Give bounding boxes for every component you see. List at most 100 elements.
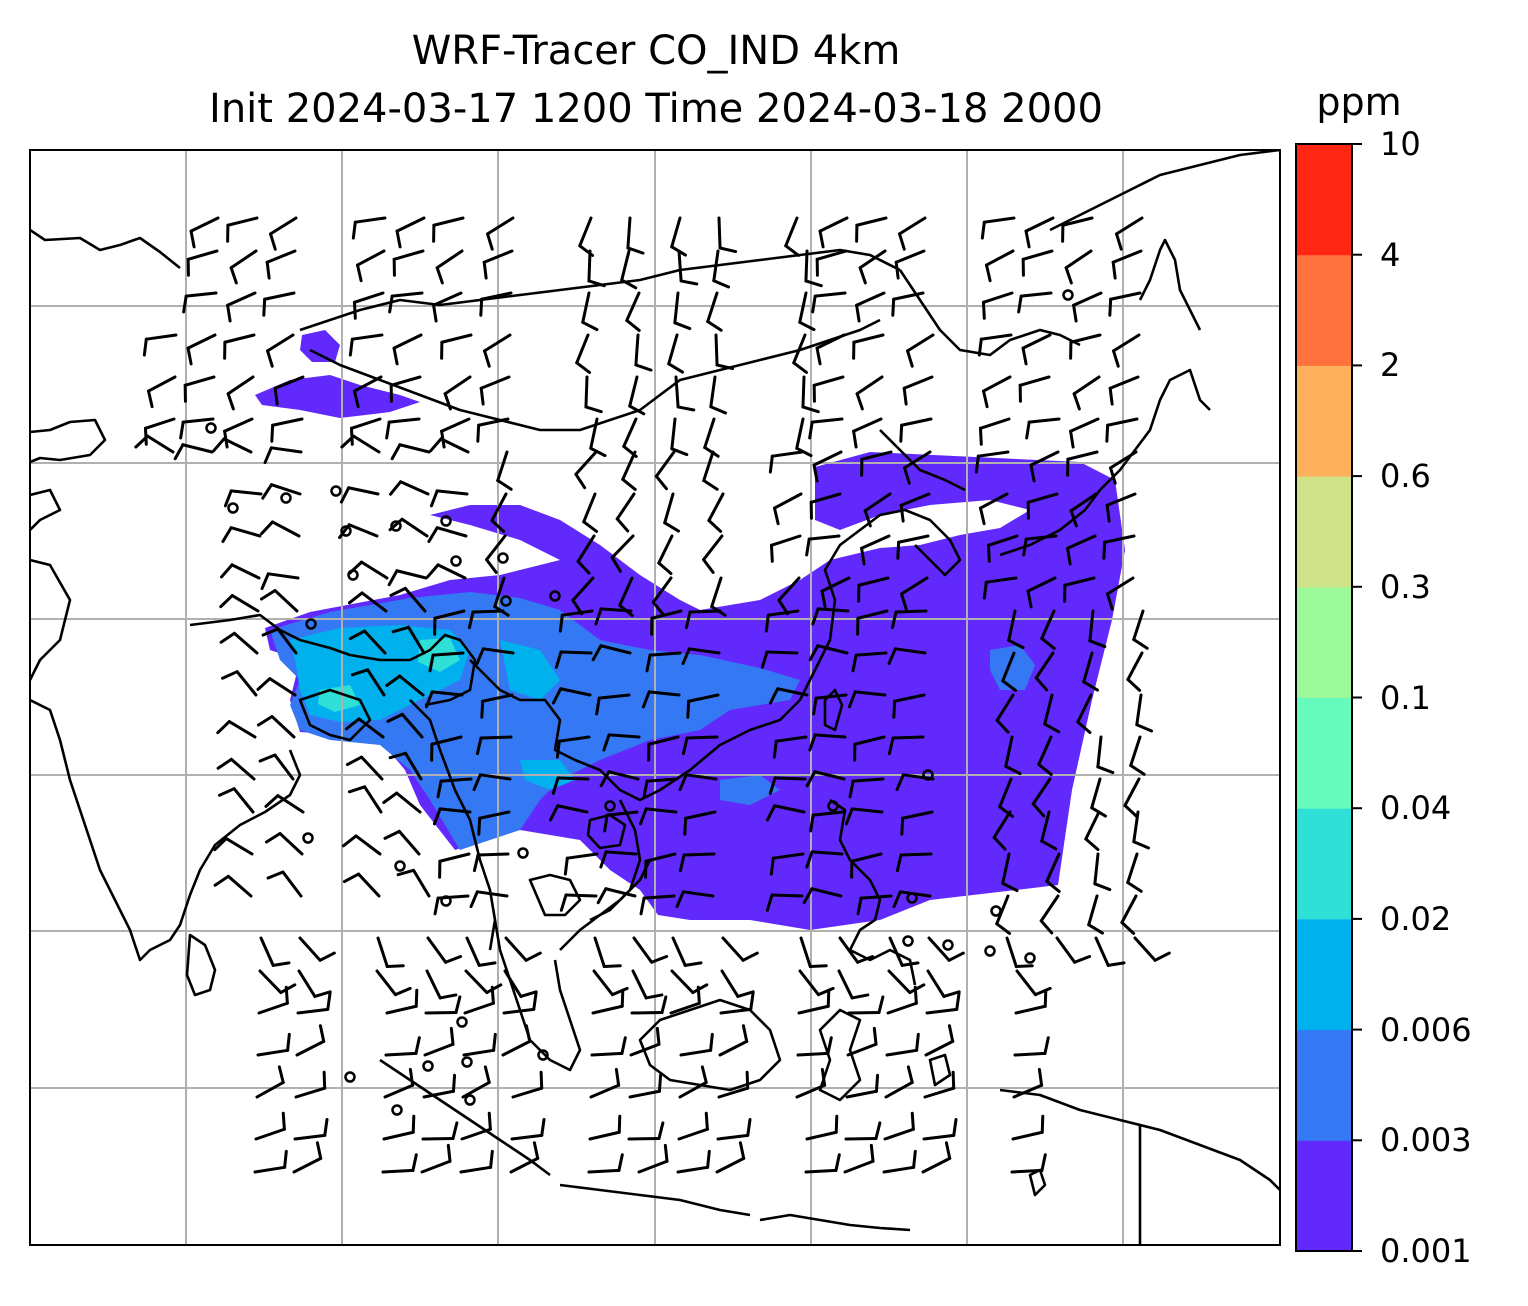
calm-wind-circle	[422, 1060, 434, 1072]
wind-barb	[482, 249, 514, 280]
wind-barb	[847, 995, 885, 1015]
wind-barb	[719, 991, 755, 1015]
wind-barb	[639, 894, 676, 916]
wind-barb	[261, 627, 298, 655]
wind-barb	[765, 804, 806, 822]
wind-barb	[654, 450, 676, 491]
wind-barb	[266, 333, 295, 368]
wind-barb	[852, 417, 883, 449]
wind-barb	[485, 534, 507, 574]
wind-barb	[625, 291, 641, 332]
wind-barb	[768, 687, 809, 705]
wind-barb	[381, 1153, 418, 1174]
wind-barb	[641, 690, 681, 709]
wind-barb	[432, 291, 463, 323]
wind-barb	[797, 988, 831, 1015]
wind-barb	[992, 810, 1012, 851]
wind-barb	[423, 1026, 455, 1057]
wind-barb	[496, 450, 513, 491]
wind-barb	[261, 483, 302, 500]
wind-barb	[1102, 534, 1136, 560]
wind-barb	[385, 417, 421, 440]
calm-wind-circle	[1024, 952, 1036, 964]
wind-barb	[798, 969, 835, 997]
wind-barb	[805, 770, 846, 788]
coastlines-and-borders	[30, 150, 1280, 1245]
wind-barb	[1072, 291, 1103, 323]
coastline-indochina	[493, 859, 652, 1072]
wind-barb	[1132, 810, 1151, 850]
wind-barb	[812, 375, 845, 403]
coastline-taiwan	[823, 688, 844, 732]
wind-barb	[353, 375, 383, 409]
wind-barb	[1029, 450, 1060, 483]
coastline-sumatra	[379, 1058, 551, 1177]
wind-barb	[811, 291, 847, 314]
colorbar-tick-label: 0.6	[1380, 457, 1431, 496]
wind-barb	[339, 486, 380, 504]
wind-barb	[596, 887, 637, 905]
wind-barb	[589, 1067, 621, 1099]
wind-barb	[812, 693, 848, 716]
wind-barb	[433, 609, 466, 636]
wind-barb	[422, 1073, 457, 1099]
wind-barb	[182, 291, 218, 314]
wind-barb	[887, 735, 925, 756]
wind-barb	[853, 735, 886, 762]
wind-barb	[926, 969, 961, 998]
calm-wind-circle	[330, 485, 342, 497]
wind-barb	[223, 333, 256, 360]
wind-barb	[765, 893, 804, 912]
calm-wind-circle	[902, 935, 914, 947]
wind-barb	[142, 333, 178, 357]
wind-barb	[382, 791, 422, 814]
wind-barb	[645, 651, 682, 673]
wind-barb	[298, 936, 336, 962]
wind-barb	[1105, 492, 1137, 523]
calm-wind-circle	[500, 595, 512, 607]
wind-barb	[924, 1024, 955, 1057]
wind-barb	[630, 995, 668, 1015]
wind-barb	[554, 650, 593, 669]
wind-barb	[677, 249, 699, 286]
wind-barb	[888, 936, 920, 967]
wind-barb	[425, 969, 458, 1000]
wind-barb	[981, 291, 1014, 320]
wind-barb	[589, 417, 607, 458]
wind-barb	[340, 434, 381, 454]
wind-barb	[269, 216, 298, 251]
wind-barb	[429, 437, 470, 454]
wind-barb	[1037, 735, 1053, 776]
wind-barb	[855, 375, 884, 411]
colorbar-segment	[1296, 918, 1352, 1031]
wind-barb	[266, 870, 303, 898]
wind-barb	[982, 375, 1012, 409]
wind-barb	[986, 534, 1019, 563]
wind-barb	[925, 991, 961, 1015]
wind-barb	[548, 804, 589, 822]
wind-barb	[420, 1143, 452, 1174]
wind-barb	[805, 534, 841, 557]
wind-barb	[647, 735, 680, 762]
wind-barb	[483, 333, 512, 368]
wind-barb	[376, 936, 405, 969]
calm-wind-markers	[205, 289, 1074, 1116]
wind-barb	[575, 333, 592, 374]
wind-barb	[764, 609, 800, 633]
wind-barb	[856, 894, 893, 916]
wind-barb	[265, 249, 297, 280]
wind-barb	[846, 1026, 878, 1057]
wind-barb	[490, 492, 508, 533]
wind-barb	[795, 417, 813, 458]
wind-barb	[1034, 651, 1055, 692]
coastline-sri-lanka	[185, 933, 217, 997]
wind-barb	[671, 936, 703, 967]
colorbar	[1295, 143, 1362, 1252]
wind-barb	[847, 690, 887, 709]
wind-barb	[1132, 609, 1149, 650]
wind-barb	[220, 563, 261, 580]
calm-wind-circle	[942, 939, 954, 951]
wind-barb	[720, 969, 755, 998]
wind-barb	[348, 333, 384, 357]
wind-barb	[773, 492, 803, 526]
